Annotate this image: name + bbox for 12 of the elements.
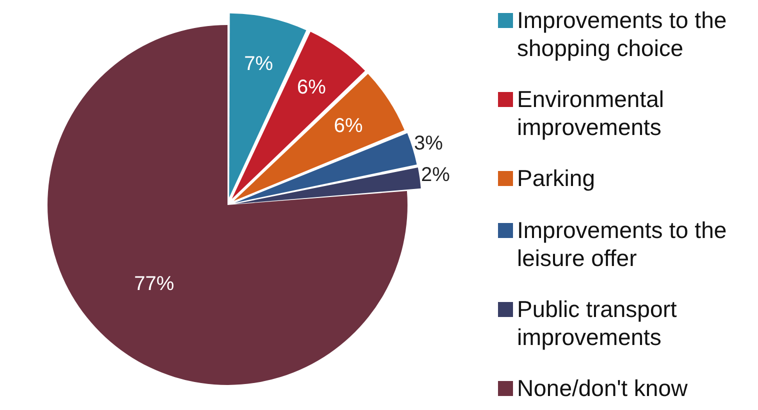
data-label: 6%	[296, 76, 326, 98]
legend-label: Improvements to the leisure offer	[517, 216, 728, 272]
data-label: 7%	[244, 52, 274, 75]
data-label: 2%	[420, 164, 450, 186]
data-label: 3%	[414, 132, 444, 154]
legend-label: None/don't know	[517, 374, 688, 402]
legend-label: Improvements to the shopping choice	[517, 6, 728, 62]
legend-label: Environmental improvements	[517, 85, 666, 142]
data-label: 6%	[334, 115, 363, 138]
data-label: 77%	[134, 272, 174, 295]
legend-label: Parking	[517, 164, 595, 192]
legend-label: Public transport improvements	[517, 294, 678, 351]
